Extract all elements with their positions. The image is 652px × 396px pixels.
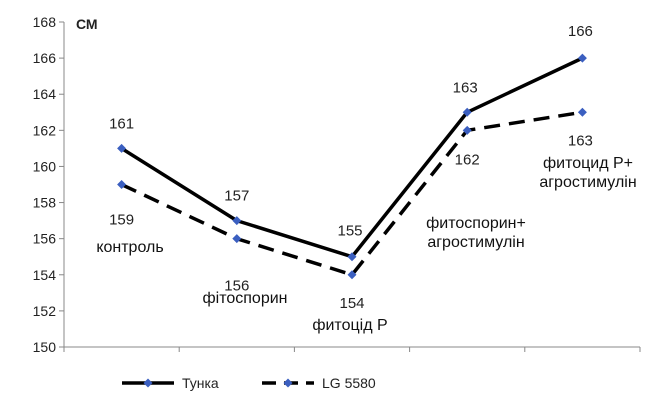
y-tick-label: 154	[33, 267, 57, 283]
series-2-value-label: 156	[224, 278, 249, 295]
y-tick-label: 168	[33, 14, 57, 30]
series-2-point	[232, 234, 242, 244]
category-label: контроль	[96, 239, 163, 256]
y-tick-label: 152	[33, 303, 57, 319]
series-2-point	[577, 107, 587, 117]
data-labels: 161 157 155 163 166 159 156 154 162 163	[109, 23, 593, 312]
legend-label: LG 5580	[322, 375, 376, 391]
category-label: фитоцид Р+ агростимулін	[539, 155, 636, 191]
series-line-2	[120, 110, 583, 277]
category-label: фитоцід Р	[312, 317, 387, 334]
y-tick-label: 158	[33, 195, 57, 211]
y-tick-label: 156	[33, 231, 57, 247]
legend-label: Тунка	[182, 375, 219, 391]
legend-marker	[283, 378, 293, 388]
x-axis-ticks	[63, 347, 641, 352]
y-tick-label: 164	[33, 86, 57, 102]
series-2-point	[462, 125, 472, 135]
series-layer	[117, 53, 587, 280]
series-1-point	[577, 53, 587, 63]
y-tick-label: 166	[33, 50, 57, 66]
series-2-point	[347, 270, 357, 280]
series-1-value-label: 161	[109, 115, 134, 132]
series-1-point	[462, 107, 472, 117]
legend-item-1: Тунка	[122, 375, 219, 391]
series-1-value-label: 157	[224, 188, 249, 205]
series-1-value-label: 166	[568, 23, 593, 40]
y-axis-unit-label: СМ	[76, 16, 98, 32]
category-labels: контроль фітоспорин фитоцід Р фитоспорин+ аг…	[96, 155, 636, 334]
series-2-value-label: 162	[455, 151, 480, 168]
y-tick-label: 160	[33, 158, 57, 174]
legend-item-2: LG 5580	[262, 375, 376, 391]
series-2-value-label: 159	[109, 212, 134, 229]
series-1-point	[347, 252, 357, 262]
series-2-value-label: 163	[568, 132, 593, 149]
series-1-point	[117, 143, 127, 153]
series-2-point	[117, 180, 127, 189]
category-label: фитоспорин+ агростимулін	[426, 215, 526, 251]
y-tick-label: 150	[33, 339, 57, 355]
series-2-value-label: 154	[339, 295, 364, 312]
series-1-point	[232, 216, 242, 226]
y-axis-ticks: 150 152 154 156 158 160 162 164 166 168	[33, 14, 64, 355]
series-1-value-label: 155	[337, 223, 362, 240]
legend-marker	[143, 378, 153, 388]
legend: Тунка LG 5580	[122, 375, 376, 391]
y-tick-label: 162	[33, 122, 57, 138]
category-label: фітоспорин	[203, 290, 288, 307]
series-1-value-label: 163	[453, 79, 478, 96]
